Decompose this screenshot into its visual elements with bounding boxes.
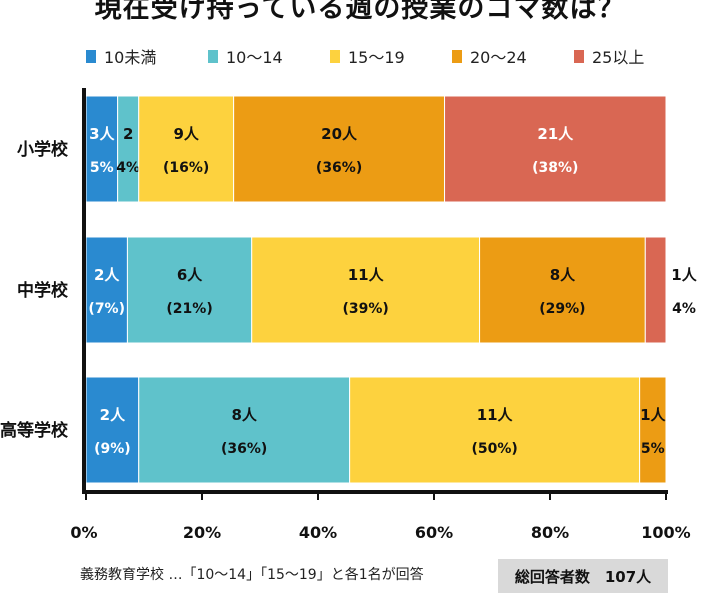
legend-label: 10〜14: [226, 48, 283, 67]
count-label: 9人: [173, 125, 199, 143]
percent-label: (50%): [471, 441, 517, 457]
chart-title: 現在受け持っている週の授業のコマ数は？: [94, 0, 626, 24]
legend-item: 15〜19: [330, 44, 452, 68]
count-label: 3人: [89, 125, 115, 143]
percent-label: (36%): [221, 441, 267, 457]
percent-label: 5%: [641, 441, 665, 457]
percent-label: (38%): [532, 160, 578, 176]
category-label: 高等学校: [0, 420, 69, 441]
category-label: 中学校: [17, 280, 69, 301]
legend-item: 25以上: [574, 44, 696, 68]
legend-swatch: [574, 49, 584, 63]
x-tick-label: 20%: [183, 523, 221, 542]
percent-label: 4%: [672, 301, 696, 317]
bar-segment: [126, 236, 253, 344]
percent-label: (9%): [94, 441, 131, 457]
count-label: 2人: [100, 406, 126, 424]
count-label: 8人: [550, 266, 576, 284]
bar-segment: [85, 376, 140, 484]
bar-segment: [644, 236, 667, 344]
bar-segment: [251, 236, 481, 344]
percent-label: (36%): [316, 160, 362, 176]
percent-label: 4%: [116, 160, 140, 176]
count-label: 2: [123, 125, 133, 143]
bar-segment: [639, 376, 667, 484]
percent-label: (21%): [166, 301, 212, 317]
legend-swatch: [330, 49, 340, 63]
bar-segment: [138, 95, 235, 203]
legend-item: 10未満: [86, 44, 208, 68]
legend-swatch: [86, 49, 96, 63]
legend-item: 20〜24: [452, 44, 574, 68]
bar-segment: [349, 376, 641, 484]
footnote: 義務教育学校 …「10〜14」「15〜19」と各1名が回答: [80, 567, 424, 583]
total-respondents-badge: 総回答者数 107人: [498, 559, 668, 593]
x-tick-label: 100%: [641, 523, 690, 542]
bar-segment: [233, 95, 446, 203]
percent-label: (16%): [163, 160, 209, 176]
count-label: 6人: [177, 266, 203, 284]
bar-segment: [138, 376, 351, 484]
percent-label: 5%: [90, 160, 114, 176]
category-label: 小学校: [17, 139, 69, 160]
x-tick-label: 80%: [531, 523, 569, 542]
count-label: 8人: [231, 406, 257, 424]
x-tick-label: 60%: [415, 523, 453, 542]
count-label: 20人: [321, 125, 358, 143]
bar-segment: [85, 95, 119, 203]
legend-swatch: [208, 49, 218, 63]
percent-label: (39%): [342, 301, 388, 317]
count-label: 1人: [671, 266, 697, 284]
count-label: 11人: [477, 406, 514, 424]
legend-swatch: [452, 49, 462, 63]
bar-segment: [85, 236, 128, 344]
legend: 10未満 10〜14 15〜19 20〜24 25以上: [86, 44, 696, 68]
count-label: 1人: [640, 406, 666, 424]
bar-segment: [117, 95, 140, 203]
legend-item: 10〜14: [208, 44, 330, 68]
x-tick-label: 0%: [70, 523, 97, 542]
count-label: 21人: [537, 125, 574, 143]
legend-label: 10未満: [104, 48, 157, 67]
percent-label: (7%): [88, 301, 125, 317]
x-tick-label: 40%: [299, 523, 337, 542]
percent-label: (29%): [539, 301, 585, 317]
legend-label: 25以上: [592, 48, 645, 67]
bar-segment: [479, 236, 646, 344]
bar-segment: [444, 95, 667, 203]
count-label: 11人: [348, 266, 385, 284]
legend-label: 20〜24: [470, 48, 527, 67]
count-label: 2人: [94, 266, 120, 284]
legend-label: 15〜19: [348, 48, 405, 67]
